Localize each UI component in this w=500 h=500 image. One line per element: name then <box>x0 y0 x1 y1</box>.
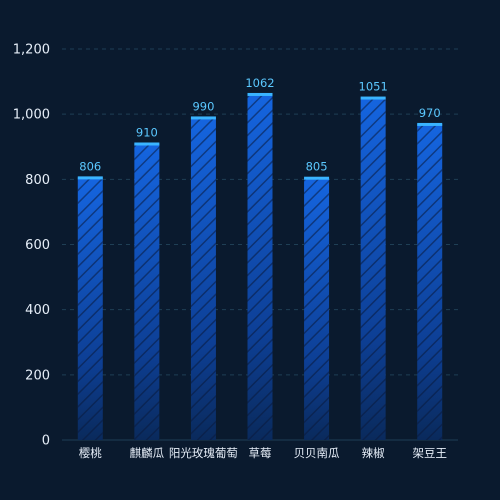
bar-hatch <box>360 97 386 440</box>
y-tick-label: 1,200 <box>13 43 50 58</box>
y-axis-ticks: 0 200 400 600 800 1,000 1,200 <box>13 43 50 449</box>
data-label: 1062 <box>245 76 274 90</box>
data-label: 970 <box>419 106 441 120</box>
y-tick-label: 0 <box>42 434 50 449</box>
bar <box>360 96 386 440</box>
x-tick-label: 架豆王 <box>412 446 447 460</box>
bar-hatch <box>304 177 330 440</box>
x-tick-label: 草莓 <box>249 446 272 460</box>
bar <box>77 176 103 440</box>
x-tick-label: 辣椒 <box>362 446 385 460</box>
x-tick-label: 樱桃 <box>79 446 102 460</box>
x-tick-label: 阳光玫瑰葡萄 <box>169 446 238 460</box>
bar-cap <box>247 92 273 96</box>
bar <box>304 176 330 440</box>
bar-cap <box>190 116 216 120</box>
bar <box>417 122 443 441</box>
y-tick-label: 1,000 <box>13 108 50 123</box>
data-label: 990 <box>192 99 214 113</box>
bar-cap <box>360 96 386 100</box>
bar <box>190 116 216 441</box>
data-label: 805 <box>306 160 328 174</box>
data-labels: 806 910 990 1062 805 1051 970 <box>79 76 440 174</box>
x-tick-label: 麒麟瓜 <box>130 446 165 460</box>
bar-cap <box>134 142 160 146</box>
y-tick-label: 200 <box>25 368 50 383</box>
bar-cap <box>417 122 443 126</box>
bar-hatch <box>134 143 160 440</box>
bars <box>77 92 443 441</box>
y-tick-label: 600 <box>25 238 50 253</box>
bar-hatch <box>190 117 216 441</box>
bar-cap <box>77 176 103 180</box>
data-label: 806 <box>79 159 101 173</box>
data-label: 1051 <box>359 80 388 94</box>
bar-hatch <box>247 93 273 440</box>
bar-hatch <box>417 123 443 441</box>
y-tick-label: 800 <box>25 173 50 188</box>
bar-cap <box>304 176 330 180</box>
data-label: 910 <box>136 125 158 139</box>
bar <box>247 92 273 440</box>
grid-lines <box>62 48 458 441</box>
x-tick-label: 贝贝南瓜 <box>294 446 340 460</box>
x-axis-ticks: 樱桃 麒麟瓜 阳光玫瑰葡萄 草莓 贝贝南瓜 辣椒 架豆王 <box>79 446 447 460</box>
y-tick-label: 400 <box>25 303 50 318</box>
bar-hatch <box>77 177 103 440</box>
bar <box>134 142 160 440</box>
